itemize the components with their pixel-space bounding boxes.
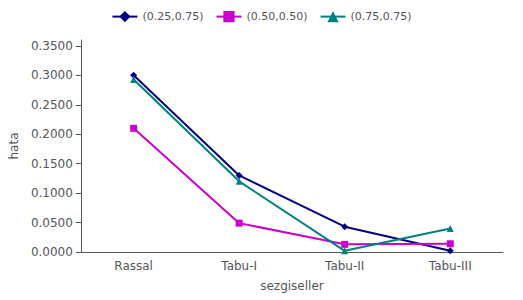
svg-text:hata: hata	[7, 132, 21, 159]
svg-text:Tabu-I: Tabu-I	[220, 259, 257, 273]
svg-text:0.0500: 0.0500	[31, 216, 73, 230]
svg-text:sezgiseller: sezgiseller	[260, 279, 324, 293]
svg-text:0.1500: 0.1500	[31, 157, 73, 171]
svg-text:Tabu-III: Tabu-III	[428, 259, 472, 273]
svg-text:0.2000: 0.2000	[31, 127, 73, 141]
svg-text:0.2500: 0.2500	[31, 98, 73, 112]
svg-text:0.0000: 0.0000	[31, 245, 73, 259]
svg-text:Tabu-II: Tabu-II	[324, 259, 364, 273]
svg-text:Rassal: Rassal	[114, 259, 153, 273]
svg-text:(0.25,0.75): (0.25,0.75)	[142, 10, 203, 23]
svg-text:0.3500: 0.3500	[31, 39, 73, 53]
svg-text:0.1000: 0.1000	[31, 186, 73, 200]
svg-text:(0.50,0.50): (0.50,0.50)	[246, 10, 307, 23]
svg-text:(0.75,0.75): (0.75,0.75)	[351, 10, 412, 23]
svg-text:0.3000: 0.3000	[31, 68, 73, 82]
